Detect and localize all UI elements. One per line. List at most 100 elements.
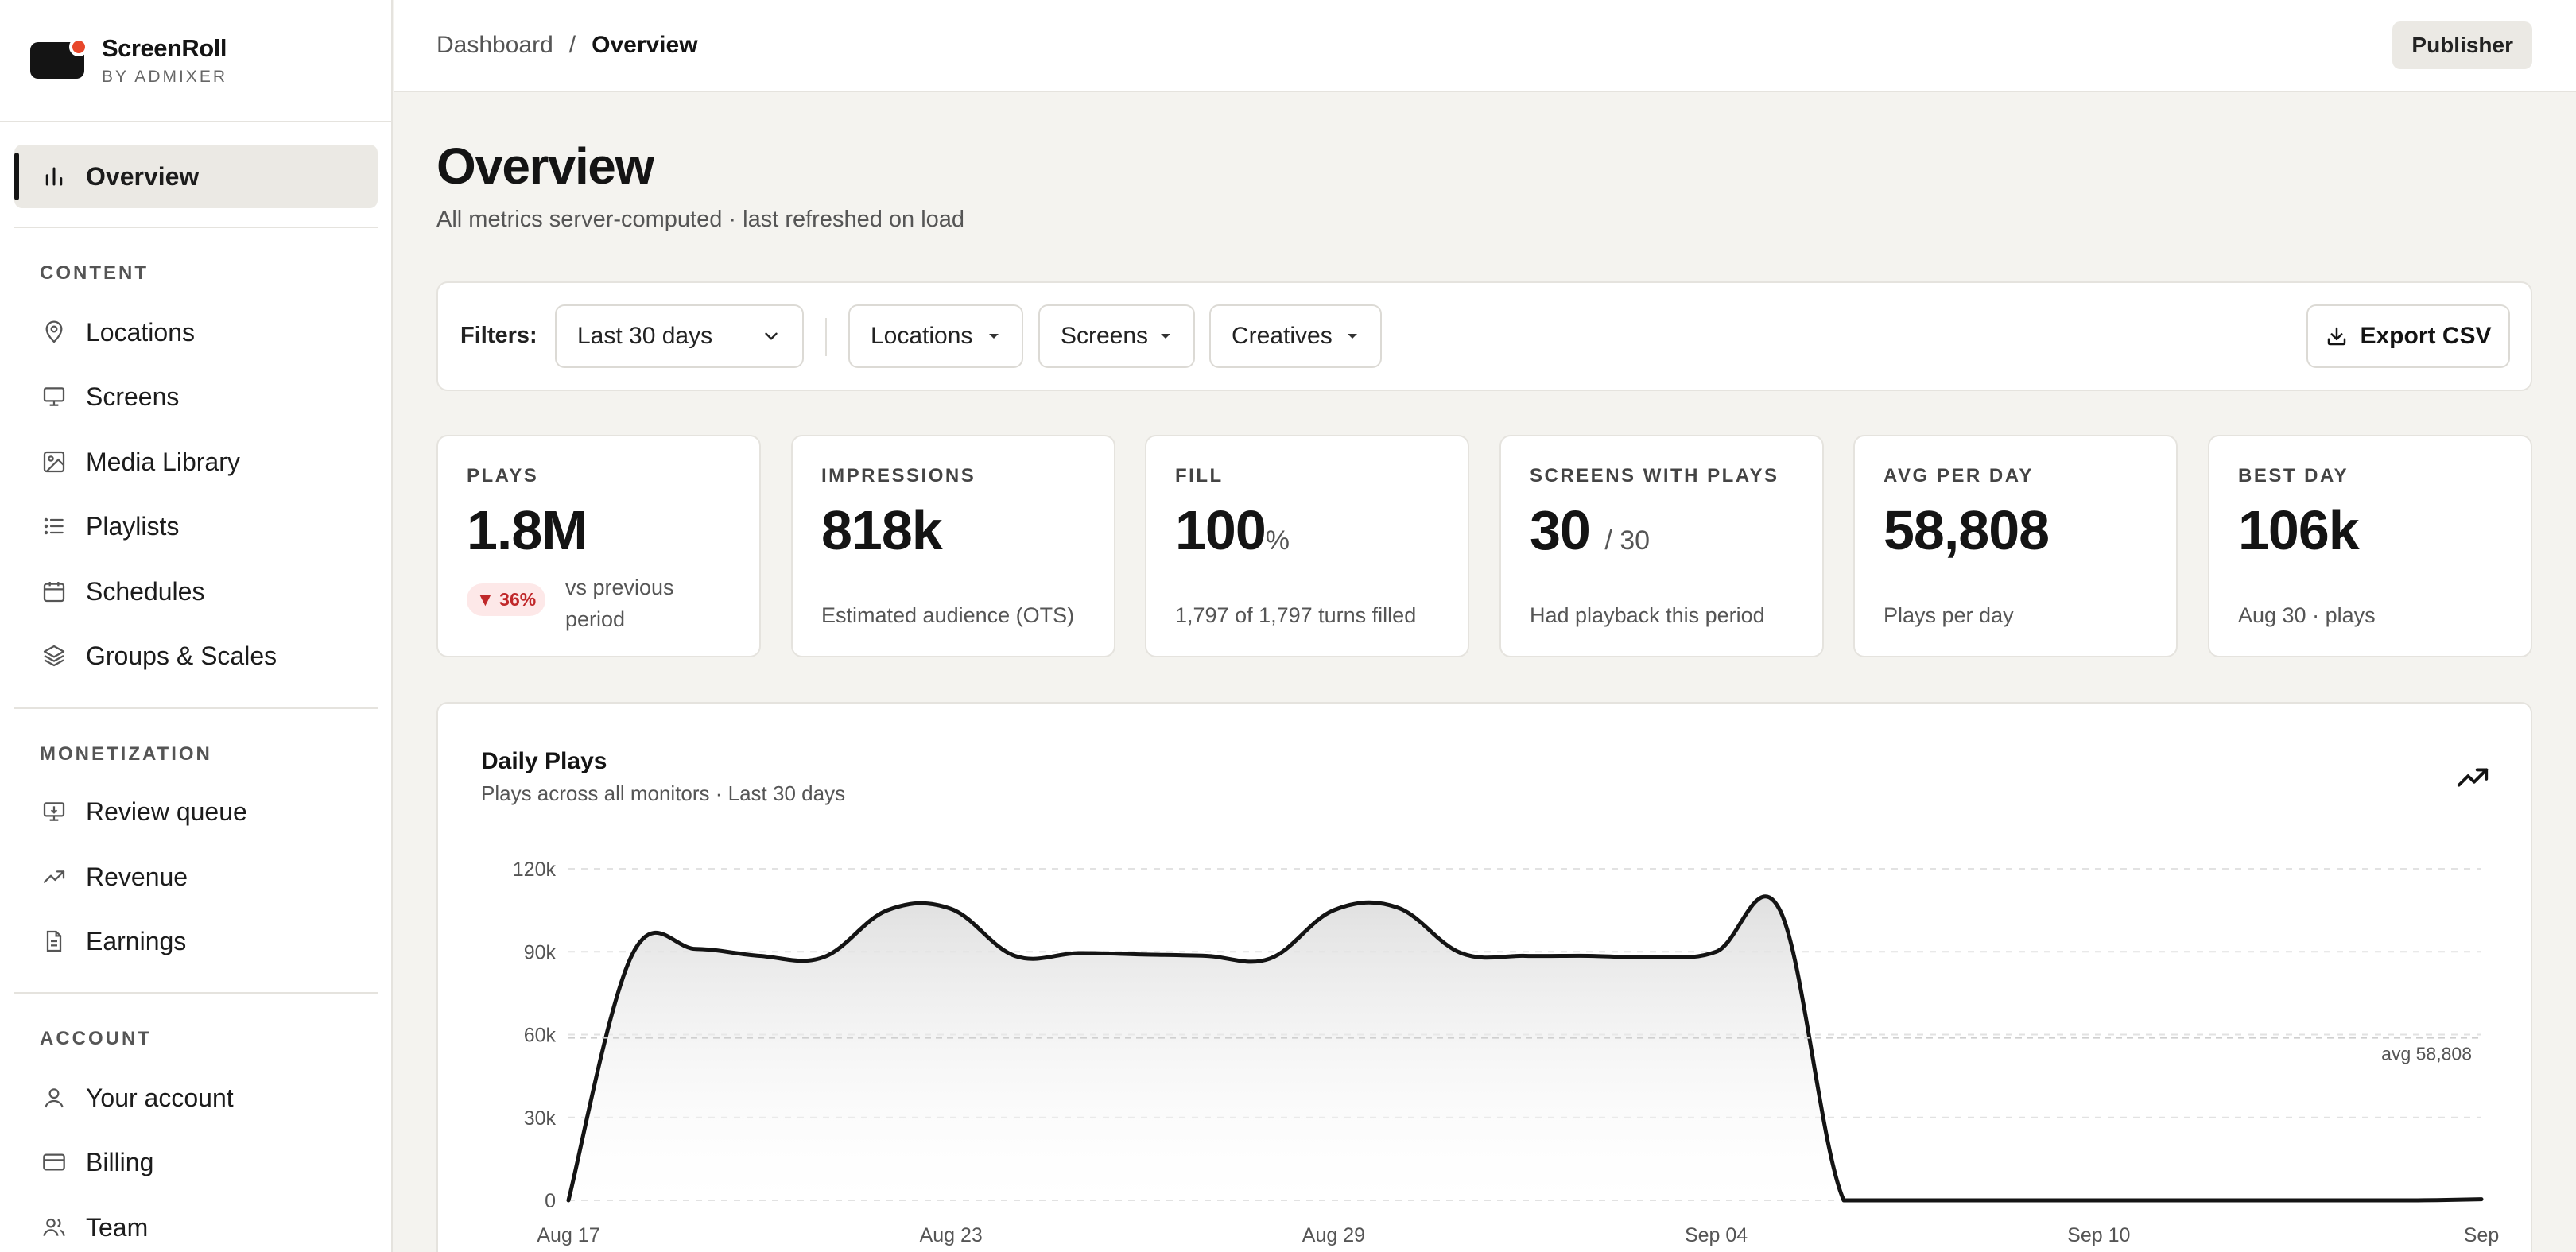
download-icon <box>2328 327 2346 346</box>
sidebar-item-team[interactable]: Team <box>14 1196 378 1252</box>
divider <box>14 707 378 709</box>
area-fill <box>568 896 2481 1200</box>
page-subtitle: All metrics server-computed · last refre… <box>436 207 965 232</box>
sidebar-item-label: Locations <box>86 317 195 347</box>
caret-down-icon <box>1345 331 1360 341</box>
sidebar-item-label: Review queue <box>86 797 247 826</box>
kpi-unit: % <box>1265 525 1290 556</box>
sidebar-item-schedules[interactable]: Schedules <box>14 560 378 623</box>
kpi-card-best-day: BEST DAY 106k Aug 30 · plays <box>2208 435 2532 657</box>
sidebar-item-billing[interactable]: Billing <box>14 1130 378 1194</box>
sidebar-item-your-account[interactable]: Your account <box>14 1066 378 1130</box>
y-tick-label: 120k <box>513 859 557 881</box>
sidebar-item-label: Revenue <box>86 862 188 891</box>
user-icon <box>40 1083 68 1112</box>
sidebar-item-label: Schedules <box>86 576 205 606</box>
kpi-description: Had playback this period <box>1530 603 1765 627</box>
kpi-label: BEST DAY <box>2238 465 2349 486</box>
screens-filter[interactable]: Screens <box>1038 304 1195 368</box>
x-tick-label: Sep 10 <box>2067 1224 2130 1246</box>
locations-filter-label: Locations <box>871 323 973 349</box>
kpi-card-plays: PLAYS 1.8M ▼ 36% vs previous period <box>436 435 761 657</box>
role-badge[interactable]: Publisher <box>2392 21 2532 69</box>
y-tick-label: 30k <box>524 1107 557 1130</box>
sidebar-item-locations[interactable]: Locations <box>14 300 378 364</box>
monitor-icon <box>40 382 68 411</box>
kpi-label: IMPRESSIONS <box>821 465 976 486</box>
kpi-value: 58,808 <box>1884 499 2050 561</box>
divider <box>14 227 378 228</box>
creatives-filter[interactable]: Creatives <box>1209 304 1382 368</box>
locations-filter[interactable]: Locations <box>848 304 1023 368</box>
export-csv-button[interactable]: Export CSV <box>2306 304 2510 368</box>
kpi-value: 1.8M <box>467 499 588 561</box>
sidebar-item-label: Your account <box>86 1083 234 1112</box>
kpi-label: AVG PER DAY <box>1884 465 2034 486</box>
screens-filter-label: Screens <box>1061 323 1149 349</box>
list-icon <box>40 512 68 541</box>
sidebar-item-review-queue[interactable]: Review queue <box>14 780 378 843</box>
kpi-card-screens-with-plays: SCREENS WITH PLAYS 30 / 30 Had playback … <box>1499 435 1824 657</box>
sidebar-item-label: Playlists <box>86 511 180 541</box>
x-tick-label: Aug 23 <box>920 1224 983 1246</box>
calendar-icon <box>40 577 68 606</box>
page-title: Overview <box>436 138 654 195</box>
breadcrumb-current: Overview <box>592 32 698 58</box>
kpi-label: SCREENS WITH PLAYS <box>1530 465 1779 486</box>
daily-plays-chart-card: Daily Plays Plays across all monitors · … <box>436 702 2532 1252</box>
chart-title: Daily Plays <box>481 748 607 774</box>
date-range-value: Last 30 days <box>577 323 713 349</box>
y-tick-label: 0 <box>545 1190 556 1212</box>
kpi-value: 100% <box>1175 498 1290 562</box>
kpi-value: 106k <box>2238 499 2360 561</box>
avg-label: avg 58,808 <box>2381 1044 2472 1064</box>
monitor-review-icon <box>40 797 68 826</box>
filter-bar: Filters: Last 30 days Locations Screens … <box>436 281 2532 391</box>
sidebar-item-media-library[interactable]: Media Library <box>14 430 378 494</box>
kpi-description: Plays per day <box>1884 603 2014 627</box>
creatives-filter-label: Creatives <box>1232 323 1333 349</box>
date-range-select[interactable]: Last 30 days <box>555 304 804 368</box>
credit-card-icon <box>40 1148 68 1176</box>
sidebar-item-screens[interactable]: Screens <box>14 365 378 428</box>
series-line-daily-plays <box>566 894 2484 1203</box>
sidebar-item-label: Screens <box>86 382 180 411</box>
sidebar-item-groups-scales[interactable]: Groups & Scales <box>14 624 378 688</box>
sidebar-item-label: Groups & Scales <box>86 641 277 670</box>
x-tick-label: Sep <box>2464 1224 2499 1246</box>
trending-up-icon[interactable] <box>2454 759 2491 796</box>
kpi-description: 1,797 of 1,797 turns filled <box>1175 603 1417 627</box>
x-tick-label: Aug 29 <box>1302 1224 1365 1246</box>
section-title-account: ACCOUNT <box>40 1028 152 1049</box>
y-tick-label: 90k <box>524 941 557 963</box>
kpi-number: 30 <box>1530 499 1591 561</box>
trending-up-icon <box>40 862 68 891</box>
breadcrumb-separator: / <box>568 32 576 58</box>
export-csv-label: Export CSV <box>2360 323 2492 349</box>
brand-subtitle: BY ADMIXER <box>102 68 227 86</box>
sidebar-item-revenue[interactable]: Revenue <box>14 845 378 909</box>
sidebar-item-overview[interactable]: Overview <box>14 145 378 208</box>
kpi-label: FILL <box>1175 465 1224 486</box>
sidebar: ScreenRoll BY ADMIXER Overview CONTENT L… <box>0 0 393 1252</box>
bar-chart-icon <box>40 162 68 191</box>
users-icon <box>40 1213 68 1242</box>
kpi-total: / 30 <box>1604 525 1651 556</box>
sidebar-item-label: Billing <box>86 1147 154 1176</box>
kpi-description: Aug 30 · plays <box>2238 603 2376 627</box>
document-icon <box>40 927 68 955</box>
breadcrumb-dashboard[interactable]: Dashboard <box>436 32 553 58</box>
kpi-description: Estimated audience (OTS) <box>821 603 1075 627</box>
kpi-value: 30 / 30 <box>1530 498 1650 562</box>
kpi-value: 818k <box>821 499 943 561</box>
sidebar-item-earnings[interactable]: Earnings <box>14 909 378 973</box>
kpi-card-impressions: IMPRESSIONS 818k Estimated audience (OTS… <box>791 435 1115 657</box>
brand[interactable]: ScreenRoll BY ADMIXER <box>0 0 391 122</box>
layers-icon <box>40 642 68 670</box>
sidebar-item-playlists[interactable]: Playlists <box>14 494 378 558</box>
brand-name: ScreenRoll <box>102 34 227 62</box>
caret-down-icon <box>987 331 1001 341</box>
kpi-number: 100 <box>1175 499 1267 561</box>
screenroll-logo-icon <box>30 37 88 79</box>
divider <box>14 992 378 994</box>
